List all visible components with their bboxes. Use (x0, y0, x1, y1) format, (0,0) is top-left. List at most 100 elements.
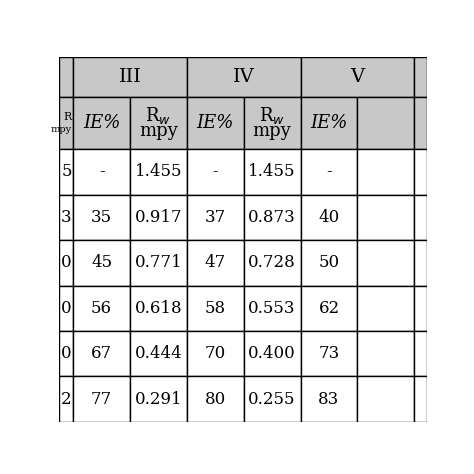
Text: 1.455: 1.455 (248, 164, 296, 181)
Text: -: - (326, 164, 332, 181)
Bar (130, 195, 187, 240)
Bar (73, 57, 187, 97)
Bar (414, 331, 427, 376)
Bar (59, 57, 73, 97)
Text: -: - (212, 164, 218, 181)
Text: 80: 80 (205, 391, 226, 408)
Text: 67: 67 (91, 345, 112, 362)
Bar (357, 285, 414, 331)
Text: 83: 83 (319, 391, 339, 408)
Bar (414, 149, 427, 195)
Bar (357, 149, 414, 195)
Bar (301, 331, 357, 376)
Bar (59, 376, 73, 422)
Text: 0.873: 0.873 (248, 209, 296, 226)
Text: 77: 77 (91, 391, 112, 408)
Bar (357, 376, 414, 422)
Text: IV: IV (233, 68, 255, 86)
Bar (414, 285, 427, 331)
Text: V: V (350, 68, 365, 86)
Bar (73, 149, 130, 195)
Text: R$_w$: R$_w$ (259, 105, 285, 126)
Bar (414, 97, 427, 149)
Text: mpy: mpy (253, 122, 292, 140)
Bar (59, 331, 73, 376)
Text: 70: 70 (205, 345, 226, 362)
Bar (187, 240, 244, 285)
Text: 5: 5 (61, 164, 72, 181)
Text: 0.618: 0.618 (135, 300, 182, 317)
Text: 40: 40 (319, 209, 339, 226)
Bar (301, 376, 357, 422)
Bar (187, 57, 301, 97)
Text: 0.917: 0.917 (135, 209, 182, 226)
Bar (414, 57, 427, 97)
Bar (301, 195, 357, 240)
Text: 56: 56 (91, 300, 112, 317)
Bar (301, 57, 414, 97)
Text: 0.255: 0.255 (248, 391, 296, 408)
Bar (301, 149, 357, 195)
Text: 0.444: 0.444 (135, 345, 182, 362)
Bar (357, 97, 414, 149)
Bar (414, 195, 427, 240)
Text: IE%: IE% (310, 114, 347, 132)
Text: 45: 45 (91, 255, 112, 271)
Text: 0.400: 0.400 (248, 345, 296, 362)
Bar (244, 149, 301, 195)
Bar (130, 376, 187, 422)
Text: 58: 58 (205, 300, 226, 317)
Bar (73, 285, 130, 331)
Text: 2: 2 (61, 391, 72, 408)
Bar (244, 376, 301, 422)
Bar (130, 331, 187, 376)
Text: 0.291: 0.291 (135, 391, 182, 408)
Bar (187, 376, 244, 422)
Bar (73, 240, 130, 285)
Bar (357, 240, 414, 285)
Bar (59, 149, 73, 195)
Bar (244, 195, 301, 240)
Text: R: R (64, 112, 72, 122)
Bar (73, 97, 130, 149)
Bar (244, 240, 301, 285)
Bar (357, 331, 414, 376)
Bar (130, 149, 187, 195)
Bar (187, 97, 244, 149)
Bar (187, 149, 244, 195)
Text: 50: 50 (319, 255, 339, 271)
Bar (244, 285, 301, 331)
Bar (187, 331, 244, 376)
Text: 47: 47 (205, 255, 226, 271)
Bar (244, 331, 301, 376)
Text: mpy: mpy (51, 125, 72, 134)
Text: IE%: IE% (197, 114, 234, 132)
Text: R$_w$: R$_w$ (146, 105, 172, 126)
Text: 1.455: 1.455 (135, 164, 182, 181)
Text: mpy: mpy (139, 122, 178, 140)
Text: 73: 73 (319, 345, 339, 362)
Bar (301, 97, 357, 149)
Bar (130, 97, 187, 149)
Bar (301, 240, 357, 285)
Bar (73, 195, 130, 240)
Text: 37: 37 (205, 209, 226, 226)
Text: 0.771: 0.771 (135, 255, 182, 271)
Text: 0: 0 (61, 300, 72, 317)
Bar (73, 376, 130, 422)
Bar (301, 285, 357, 331)
Bar (130, 240, 187, 285)
Bar (59, 195, 73, 240)
Text: 35: 35 (91, 209, 112, 226)
Bar (130, 285, 187, 331)
Text: 0: 0 (61, 345, 72, 362)
Bar (244, 97, 301, 149)
Bar (59, 285, 73, 331)
Text: -: - (99, 164, 104, 181)
Text: 0.553: 0.553 (248, 300, 296, 317)
Text: 0.728: 0.728 (248, 255, 296, 271)
Bar (357, 195, 414, 240)
Bar (59, 97, 73, 149)
Bar (414, 240, 427, 285)
Bar (73, 331, 130, 376)
